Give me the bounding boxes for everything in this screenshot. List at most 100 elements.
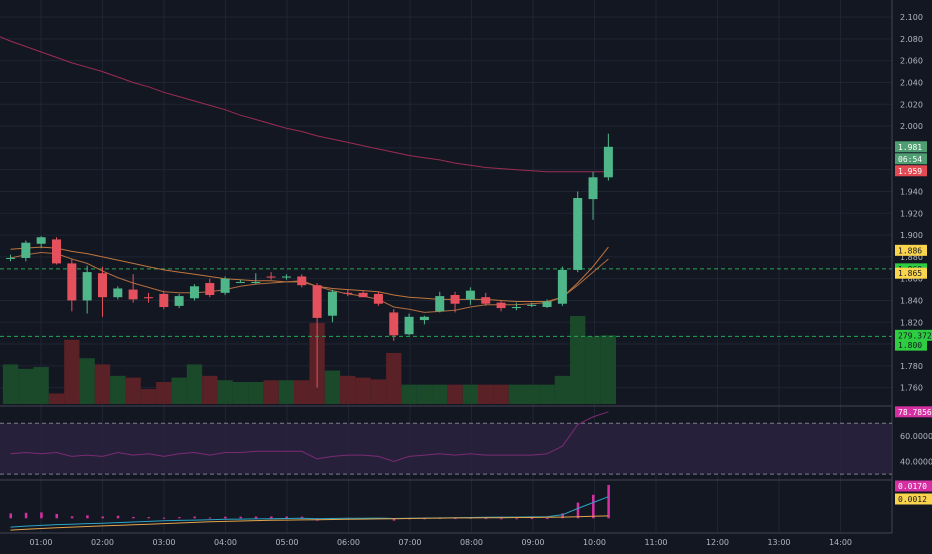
- price-tag: 1.800: [895, 340, 927, 351]
- candle-body: [313, 285, 322, 318]
- rsi-axis-label: 60.0000: [900, 432, 932, 441]
- signal-value-tag: 0.0012: [895, 494, 932, 505]
- rsi-axis-label: 40.0000: [900, 457, 932, 466]
- volume-bar: [233, 382, 248, 404]
- price-tag-text: 1.800: [898, 341, 922, 350]
- price-axis-label: 1.760: [900, 384, 923, 393]
- volume-bar: [79, 358, 94, 404]
- candle-body: [297, 276, 306, 285]
- volume-bar: [95, 364, 110, 404]
- macd-histogram-bar: [178, 517, 181, 518]
- candle-body: [420, 317, 429, 320]
- candle[interactable]: [558, 267, 567, 306]
- candle-body: [175, 296, 184, 306]
- time-axis-label: 08:00: [460, 538, 483, 547]
- volume-bar: [585, 336, 600, 404]
- macd-histogram-bar: [577, 503, 580, 519]
- price-tag: 1.865: [895, 268, 927, 279]
- macd-histogram-bar: [71, 516, 74, 518]
- time-axis-label: 13:00: [767, 538, 790, 547]
- volume-bar: [33, 367, 48, 404]
- volume-bar: [325, 371, 340, 404]
- volume-bar: [539, 385, 554, 404]
- time-axis-label: 01:00: [29, 538, 52, 547]
- volume-bar: [570, 316, 585, 404]
- candle-body: [558, 270, 567, 304]
- volume-bar: [18, 369, 33, 404]
- candle-body: [113, 288, 122, 297]
- price-tag: 1.886: [895, 245, 927, 256]
- volume-bar: [202, 376, 217, 404]
- price-tag-text: 1.981: [898, 143, 922, 152]
- macd-histogram-bar: [163, 518, 166, 519]
- volume-bar: [555, 376, 570, 404]
- candle-body: [589, 177, 598, 199]
- volume-bar: [371, 379, 386, 404]
- time-axis-label: 06:00: [337, 538, 360, 547]
- candle-body: [374, 294, 383, 304]
- price-tag-text: 0.0170: [898, 482, 927, 491]
- candle-body: [221, 279, 230, 293]
- macd-histogram-bar: [546, 518, 549, 519]
- volume-bar: [217, 380, 232, 404]
- candle-body: [435, 296, 444, 311]
- volume-bar: [447, 385, 462, 404]
- volume-bar: [141, 389, 156, 404]
- candle-body: [497, 303, 506, 308]
- candle-body: [251, 282, 260, 283]
- volume-bar: [340, 376, 355, 404]
- price-tag: 06:54: [895, 153, 927, 164]
- macd-histogram-bar: [193, 517, 196, 519]
- volume-bar: [49, 393, 64, 404]
- volume-bar: [432, 385, 447, 404]
- volume-bar: [509, 385, 524, 404]
- candle[interactable]: [52, 237, 61, 264]
- volume-bar: [3, 364, 18, 404]
- volume-bar: [125, 378, 140, 404]
- candle-body: [236, 282, 245, 283]
- volume-bar: [156, 382, 171, 404]
- candle-body: [129, 290, 138, 300]
- price-tag-text: 1.959: [898, 167, 922, 176]
- price-axis-label: 1.820: [900, 318, 923, 327]
- price-axis-label: 1.940: [900, 187, 923, 196]
- volume-bar: [601, 335, 616, 404]
- volume-bar: [294, 380, 309, 404]
- macd-histogram-bar: [592, 495, 595, 519]
- volume-bar: [248, 382, 263, 404]
- candle[interactable]: [573, 191, 582, 272]
- price-tag-text: 78.7856: [898, 408, 932, 417]
- time-axis-label: 10:00: [583, 538, 606, 547]
- time-axis-label: 03:00: [152, 538, 175, 547]
- time-axis-label: 12:00: [706, 538, 729, 547]
- macd-histogram-bar: [10, 513, 13, 518]
- price-tag-text: 1.886: [898, 246, 922, 255]
- time-axis-label: 05:00: [275, 538, 298, 547]
- volume-bar: [417, 385, 432, 404]
- candle-body: [466, 291, 475, 300]
- candle-body: [67, 263, 76, 300]
- macd-histogram-bar: [607, 485, 610, 518]
- candle-body: [405, 317, 414, 334]
- volume-bar: [493, 385, 508, 404]
- price-axis-label: 1.920: [900, 209, 923, 218]
- price-axis-label: 1.900: [900, 231, 923, 240]
- time-axis-label: 11:00: [644, 538, 667, 547]
- candle-body: [6, 258, 15, 259]
- candle-body: [144, 297, 153, 298]
- price-tag-text: 1.865: [898, 269, 922, 278]
- candle-body: [527, 305, 536, 306]
- time-axis-label: 09:00: [521, 538, 544, 547]
- candle[interactable]: [190, 284, 199, 300]
- macd-histogram-bar: [86, 515, 89, 518]
- macd-histogram-bar: [55, 514, 58, 518]
- candle[interactable]: [221, 276, 230, 295]
- candle-body: [512, 307, 521, 308]
- macd-histogram-bar: [500, 518, 503, 519]
- price-tag: 1.959: [895, 165, 927, 176]
- volume-bar: [64, 340, 79, 404]
- candle-body: [83, 272, 92, 300]
- candle-body: [37, 237, 46, 244]
